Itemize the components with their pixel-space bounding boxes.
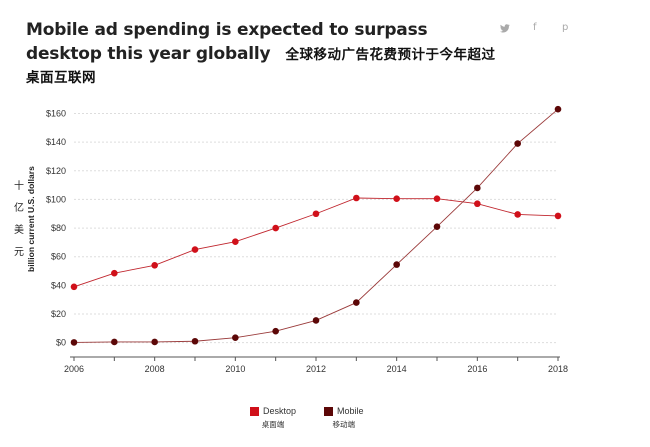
- twitter-icon[interactable]: [500, 24, 510, 36]
- data-point-desktop: [272, 224, 279, 232]
- x-tick-label: 2008: [145, 364, 165, 374]
- y-tick-label: $0: [56, 338, 66, 348]
- data-point-mobile: [70, 339, 78, 346]
- y-axis-label-zh: 十亿美元: [14, 181, 24, 258]
- chart-title-en: Mobile ad spending is expected to surpas…: [26, 20, 428, 64]
- x-tick-label: 2010: [225, 364, 245, 374]
- x-tick-label: 2006: [64, 364, 84, 374]
- x-tick-label: 2014: [387, 364, 407, 374]
- facebook-icon[interactable]: f: [533, 22, 537, 33]
- chart-title-block: Mobile ad spending is expected to surpas…: [26, 18, 496, 86]
- data-point-mobile: [514, 140, 521, 147]
- x-tick-label: 2018: [548, 364, 568, 374]
- data-point-mobile: [151, 338, 158, 346]
- series-line-mobile: [73, 108, 559, 343]
- y-tick-label: $60: [51, 252, 66, 262]
- data-point-desktop: [554, 212, 562, 220]
- data-point-mobile: [232, 334, 239, 341]
- data-point-mobile: [353, 299, 360, 306]
- data-point-desktop: [474, 200, 481, 208]
- data-point-mobile: [474, 184, 481, 192]
- data-point-mobile: [191, 337, 199, 345]
- y-tick-label: $160: [46, 108, 66, 118]
- legend-swatch-desktop: [250, 406, 259, 416]
- legend-item-mobile: Mobile 移动端: [324, 406, 364, 430]
- data-point-desktop: [353, 194, 360, 202]
- data-point-mobile: [393, 261, 400, 268]
- y-tick-label: $40: [51, 280, 66, 290]
- data-point-mobile: [554, 105, 562, 113]
- pinterest-icon[interactable]: p: [562, 22, 569, 33]
- data-point-mobile: [272, 327, 279, 335]
- legend-item-desktop: Desktop 桌面端: [250, 406, 296, 430]
- y-tick-label: $20: [51, 309, 66, 319]
- data-point-mobile: [111, 338, 118, 346]
- legend: Desktop 桌面端 Mobile 移动端: [250, 406, 364, 430]
- legend-label-desktop-zh: 桌面端: [261, 420, 285, 429]
- data-point-desktop: [433, 195, 441, 203]
- data-point-desktop: [111, 269, 118, 277]
- legend-label-mobile: Mobile: [337, 406, 364, 416]
- data-point-mobile: [312, 317, 320, 324]
- y-tick-label: $120: [46, 166, 66, 176]
- y-tick-label: $80: [51, 223, 66, 233]
- legend-swatch-mobile: [324, 406, 334, 416]
- data-point-desktop: [191, 246, 199, 253]
- data-point-desktop: [232, 238, 239, 245]
- data-point-desktop: [393, 195, 400, 203]
- legend-label-desktop: Desktop: [263, 406, 297, 416]
- data-point-desktop: [514, 211, 521, 218]
- data-point-desktop: [151, 262, 158, 269]
- x-tick-label: 2012: [306, 364, 326, 374]
- data-point-desktop: [312, 210, 320, 218]
- data-point-mobile: [433, 223, 441, 230]
- chart-title-zh: 全球移动广告花费预计于今年超过桌面互联网: [26, 47, 496, 86]
- legend-label-mobile-zh: 移动端: [332, 420, 356, 429]
- y-tick-label: $140: [46, 137, 66, 147]
- x-tick-label: 2016: [467, 364, 487, 374]
- data-point-desktop: [70, 283, 78, 291]
- y-tick-label: $100: [46, 194, 66, 204]
